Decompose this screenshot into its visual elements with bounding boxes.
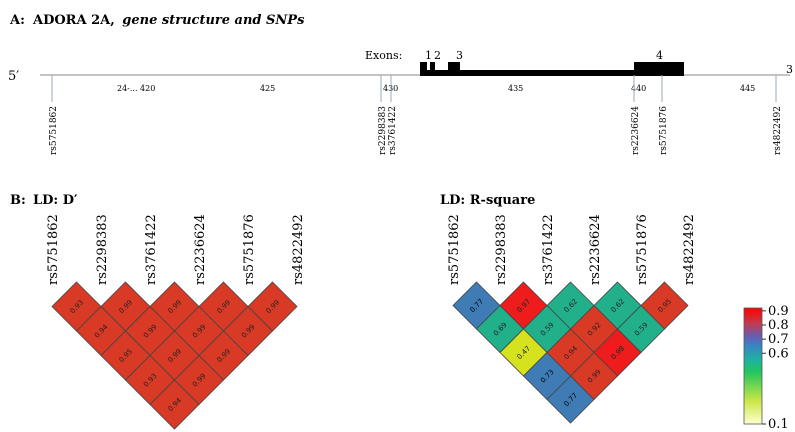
snp-label-rs3761422: rs3761422	[388, 106, 398, 155]
snp-label: rs2236624	[588, 214, 603, 285]
exon-number-2: 2	[434, 49, 441, 62]
position-label: 445	[740, 84, 755, 93]
snp-label: rs2298383	[95, 214, 110, 285]
snp-label: rs5751876	[635, 214, 650, 285]
snp-label: rs4822492	[291, 214, 306, 285]
panel-b-snp-labels: rs5751862 rs2298383 rs3761422 rs2236624 rs57…	[46, 214, 306, 285]
exon-number-1: 1	[425, 49, 432, 62]
legend-ticks: 0.90.80.70.6 0.1	[762, 304, 789, 432]
position-label: 435	[508, 84, 523, 93]
snp-label: rs3761422	[541, 214, 556, 285]
snp-label: rs2298383	[494, 214, 509, 285]
panel-c: LD: R-square rs5751862 rs2298383 rs3761422…	[440, 193, 697, 424]
exon-number-3: 3	[456, 49, 463, 62]
legend-tick-label: 0.9	[768, 304, 789, 319]
strand-3prime-label: 3	[786, 63, 793, 76]
panel-b-ld-matrix: 0.93 0.99 0.99 0.99 0.990.94 0.99 0.99 0.990.95…	[51, 281, 298, 430]
panel-a-title-italic: gene structure and SNPs	[122, 13, 305, 28]
position-label: 425	[260, 84, 275, 93]
snp-label-rs5751862: rs5751862	[49, 106, 59, 155]
legend-tick-label: 0.1	[768, 417, 789, 432]
panel-b-label: B:	[10, 193, 26, 208]
panel-a-label: A:	[9, 13, 25, 28]
snp-label: rs3761422	[144, 214, 159, 285]
legend-tick-label: 0.8	[768, 318, 789, 333]
ld-cell	[149, 379, 200, 430]
exon-number-4: 4	[656, 49, 663, 62]
panel-b-title: LD: D′	[33, 193, 78, 208]
snp-label: rs4822492	[682, 214, 697, 285]
panel-a: A: ADORA 2A, gene structure and SNPs 5′ …	[8, 13, 793, 155]
legend-tick-label: 0.7	[768, 332, 789, 347]
panel-c-ld-matrix: 0.77 0.97 0.62 0.62 0.950.69 0.59 0.92 0.590.47…	[452, 281, 689, 424]
panel-b: B: LD: D′ rs5751862 rs2298383 rs3761422 rs2…	[10, 193, 306, 430]
strand-5prime-label: 5′	[8, 69, 19, 84]
snp-label-rs2298383: rs2298383	[378, 106, 388, 155]
snp-label: rs5751862	[46, 214, 61, 285]
exon-2	[430, 62, 435, 76]
color-legend: 0.90.80.70.6 0.1	[743, 304, 789, 432]
legend-gradient-bar	[743, 307, 763, 425]
exons-label: Exons:	[365, 49, 402, 62]
exon-1	[420, 62, 427, 76]
ld-cell	[546, 375, 595, 424]
snp-label: rs5751862	[447, 214, 462, 285]
position-label: 440	[631, 84, 646, 93]
gene-body	[420, 70, 682, 76]
snp-label: rs5751876	[242, 214, 257, 285]
snp-label-rs4822492: rs4822492	[773, 106, 783, 155]
snp-label-rs2236624: rs2236624	[631, 106, 641, 155]
legend-tick-label: 0.6	[768, 346, 789, 361]
panel-a-title: ADORA 2A, gene structure and SNPs	[32, 13, 305, 28]
panel-c-title: LD: R-square	[440, 193, 535, 208]
exon-3	[448, 62, 460, 76]
exon-4	[634, 62, 684, 76]
snp-label: rs2236624	[193, 214, 208, 285]
panel-a-title-main: ADORA 2A,	[32, 13, 115, 28]
snp-label-rs5751876: rs5751876	[659, 106, 669, 155]
panel-c-snp-labels: rs5751862 rs2298383 rs3761422 rs2236624 rs57…	[447, 214, 697, 285]
position-label: 24-... 420	[117, 84, 155, 93]
